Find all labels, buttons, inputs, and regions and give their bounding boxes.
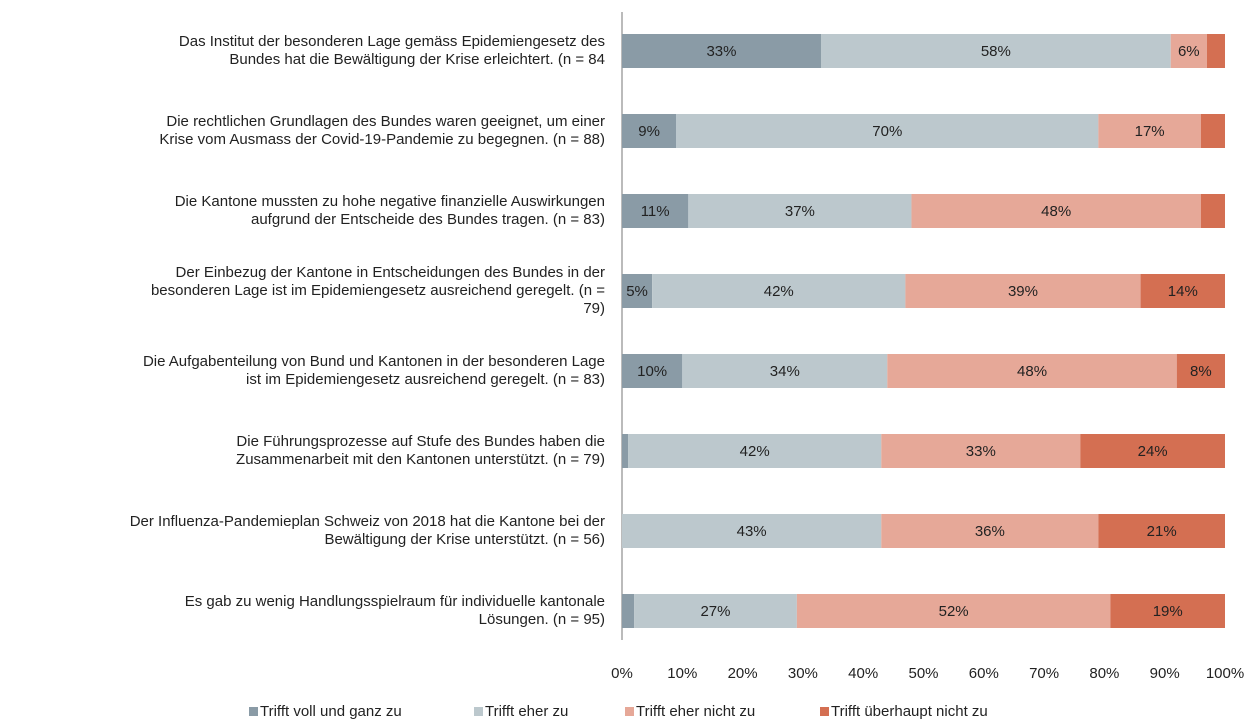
bar-segment — [796, 594, 1111, 628]
bar-segment — [1200, 114, 1225, 148]
data-label: 42% — [740, 443, 770, 460]
x-tick-label: 70% — [1029, 665, 1059, 682]
data-label: 33% — [706, 43, 736, 60]
data-label: 34% — [770, 363, 800, 380]
category-label: Die rechtlichen Grundlagen des Bundes wa… — [159, 113, 605, 148]
legend-marker — [820, 707, 829, 716]
category-label: Die Kantone mussten zu hohe negative fin… — [174, 193, 605, 228]
bar-segment — [911, 194, 1201, 228]
category-label: Die Aufgabenteilung von Bund und Kantone… — [142, 353, 605, 388]
data-label: 5% — [626, 283, 648, 300]
category-label: Das Institut der besonderen Lage gemäss … — [178, 33, 605, 68]
data-label: 17% — [1135, 123, 1165, 140]
legend-label: Trifft eher nicht zu — [636, 703, 755, 720]
bar-segment — [881, 434, 1081, 468]
bar-segment — [1170, 34, 1207, 68]
data-label: 27% — [700, 603, 730, 620]
legend-label: Trifft überhaupt nicht zu — [831, 703, 988, 720]
data-label: 19% — [1153, 603, 1183, 620]
data-label: 58% — [981, 43, 1011, 60]
x-tick-label: 80% — [1089, 665, 1119, 682]
category-label: Die Führungsprozesse auf Stufe des Bunde… — [236, 433, 605, 468]
bar-segment — [1206, 34, 1225, 68]
data-label: 11% — [641, 203, 670, 220]
bar-segment — [622, 114, 677, 148]
bar-segment — [1080, 434, 1225, 468]
bar-segment — [628, 434, 882, 468]
bar-segment — [622, 514, 882, 548]
category-label: Es gab zu wenig Handlungsspielraum für i… — [184, 593, 605, 628]
x-tick-label: 20% — [728, 665, 758, 682]
category-label: Der Influenza-Pandemieplan Schweiz von 2… — [129, 513, 605, 548]
data-label: 14% — [1168, 283, 1198, 300]
bar-segment — [1110, 594, 1225, 628]
x-tick-label: 60% — [969, 665, 999, 682]
legend-marker — [625, 707, 634, 716]
bar-segment — [887, 354, 1177, 388]
data-label: 8% — [1190, 363, 1212, 380]
legend-label: Trifft eher zu — [485, 703, 568, 720]
data-label: 10% — [637, 363, 667, 380]
x-tick-label: 0% — [611, 665, 633, 682]
data-label: 36% — [975, 523, 1005, 540]
bar-segment — [820, 34, 1171, 68]
x-tick-label: 50% — [908, 665, 938, 682]
data-label: 6% — [1178, 43, 1200, 60]
bar-segment — [634, 594, 797, 628]
bar-segment — [1098, 514, 1225, 548]
category-label: Der Einbezug der Kantone in Entscheidung… — [150, 264, 605, 317]
data-label: 9% — [638, 123, 660, 140]
data-label: 39% — [1008, 283, 1038, 300]
data-label: 42% — [764, 283, 794, 300]
bar-segment — [622, 594, 635, 628]
data-label: 70% — [872, 123, 902, 140]
bar-segment — [652, 274, 906, 308]
bar-segment — [676, 114, 1099, 148]
x-tick-label: 40% — [848, 665, 878, 682]
x-tick-label: 30% — [788, 665, 818, 682]
bar-segment — [1176, 354, 1225, 388]
bar-segment — [1140, 274, 1225, 308]
legend-label: Trifft voll und ganz zu — [260, 703, 402, 720]
data-label: 52% — [939, 603, 969, 620]
data-label: 48% — [1017, 363, 1047, 380]
bar-segment — [622, 34, 821, 68]
data-label: 48% — [1041, 203, 1071, 220]
data-label: 33% — [966, 443, 996, 460]
legend-marker — [474, 707, 483, 716]
x-tick-label: 90% — [1150, 665, 1180, 682]
bar-segment — [1200, 194, 1225, 228]
bar-segment — [688, 194, 912, 228]
data-label: 43% — [737, 523, 767, 540]
bar-segment — [622, 434, 629, 468]
bar-segment — [622, 194, 689, 228]
bar-segment — [1098, 114, 1201, 148]
legend-marker — [249, 707, 258, 716]
data-label: 21% — [1147, 523, 1177, 540]
x-tick-label: 10% — [667, 665, 697, 682]
bar-segment — [905, 274, 1141, 308]
bar-segment — [622, 354, 683, 388]
bar-segment — [622, 274, 653, 308]
bar-segment — [682, 354, 888, 388]
bar-segment — [881, 514, 1099, 548]
data-label: 37% — [785, 203, 815, 220]
x-tick-label: 100% — [1206, 665, 1244, 682]
data-label: 24% — [1138, 443, 1168, 460]
